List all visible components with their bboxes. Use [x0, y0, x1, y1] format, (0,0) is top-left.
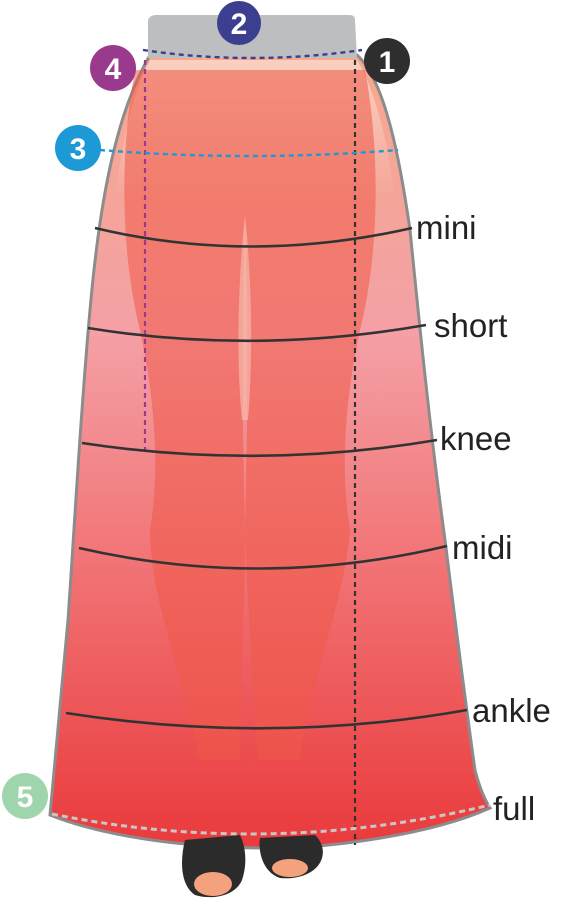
ankle-line [65, 708, 468, 730]
marker-1: 1 [364, 38, 410, 84]
marker-5: 5 [2, 773, 48, 819]
knee-line [81, 438, 438, 458]
label-ankle: ankle [472, 692, 551, 729]
svg-text:1: 1 [379, 46, 396, 79]
svg-text:2: 2 [231, 8, 248, 41]
mini-line [94, 226, 413, 248]
marker-2: 2 [217, 1, 261, 45]
label-midi: midi [452, 529, 513, 566]
marker-4: 4 [90, 45, 136, 91]
label-full: full [493, 790, 535, 827]
svg-text:4: 4 [105, 53, 122, 86]
hip-measure-line [99, 148, 399, 158]
length-lines [65, 226, 468, 730]
hem-measure-line [51, 803, 491, 836]
label-mini: mini [416, 209, 477, 246]
waist-measure-line [142, 48, 363, 60]
label-short: short [434, 307, 507, 344]
label-knee: knee [440, 420, 512, 457]
right-shoe [259, 835, 323, 879]
marker-3: 3 [55, 125, 101, 171]
left-shoe [182, 835, 246, 898]
leg-gap [238, 215, 252, 420]
midi-line [78, 544, 448, 570]
svg-text:3: 3 [70, 133, 87, 166]
short-line [87, 323, 427, 343]
svg-text:5: 5 [17, 781, 34, 814]
